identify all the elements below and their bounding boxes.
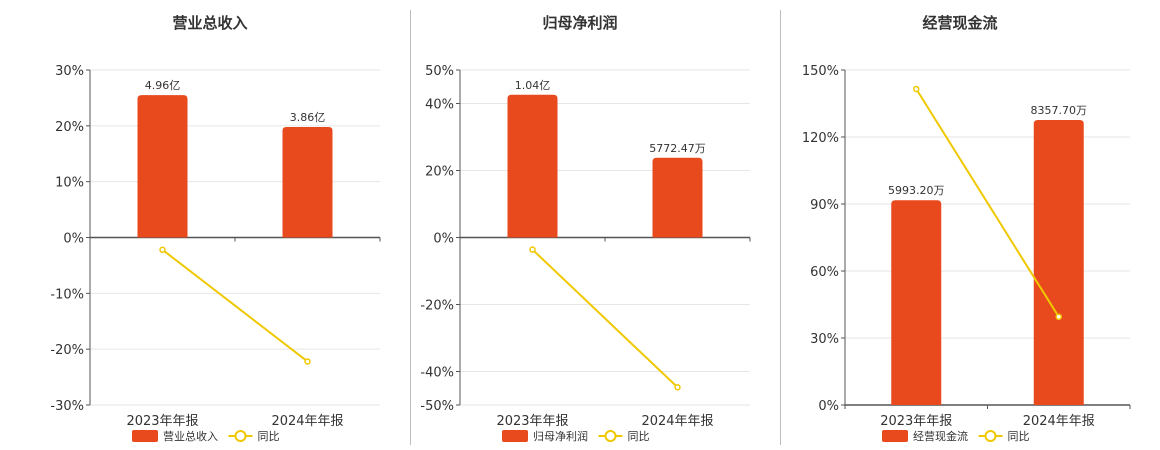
y-tick-label: -20% bbox=[50, 343, 84, 358]
yoy-point bbox=[674, 383, 681, 391]
chart-title: 归母净利润 bbox=[542, 14, 617, 32]
y-tick-label: -10% bbox=[50, 287, 84, 302]
yoy-line bbox=[915, 88, 1060, 318]
revenue-chart: 营业总收入 30% 20% 10% 0% -10% -20% -30% 4.96亿 3.86亿 20… bbox=[50, 14, 381, 443]
bar-data-label: 3.86亿 bbox=[290, 111, 326, 124]
y-tick-label: 50% bbox=[425, 64, 454, 79]
bar-data-label: 1.04亿 bbox=[515, 79, 551, 92]
y-tick-label: 0% bbox=[433, 232, 454, 247]
yoy-point bbox=[159, 246, 166, 254]
yoy-point bbox=[529, 246, 536, 253]
y-tick-label: -40% bbox=[420, 366, 454, 381]
legend-bar-swatch bbox=[132, 430, 158, 442]
y-tick-label: 20% bbox=[425, 165, 454, 180]
yoy-line bbox=[531, 248, 679, 388]
legend-line-marker bbox=[234, 430, 247, 442]
bar-data-label: 4.96亿 bbox=[145, 79, 181, 92]
y-tick-label: 40% bbox=[425, 98, 454, 113]
legend-bar-label: 经营现金流 bbox=[913, 429, 968, 443]
bar bbox=[507, 94, 558, 238]
y-tick-label: 120% bbox=[802, 131, 839, 146]
chart-title: 经营现金流 bbox=[922, 14, 997, 32]
x-category-label: 2024年年报 bbox=[271, 414, 343, 429]
chart-panel-revenue: 营业总收入 30% 20% 10% 0% -10% -20% -30% 4.96亿 3.86亿 20… bbox=[0, 0, 410, 450]
x-category-label: 2023年年报 bbox=[496, 414, 568, 429]
y-tick-label: 30% bbox=[810, 332, 839, 347]
bar-data-label: 8357.70万 bbox=[1031, 104, 1088, 117]
chart-title: 营业总收入 bbox=[172, 14, 247, 32]
net-profit-chart: 归母净利润 50% 40% 20% 0% -20% -40% -50% 1.04亿 5772.47… bbox=[420, 14, 751, 443]
bar bbox=[137, 95, 188, 238]
y-tick-label: 30% bbox=[55, 64, 84, 79]
legend-line-label: 同比 bbox=[258, 430, 280, 443]
y-tick-label: 0% bbox=[818, 399, 839, 414]
y-tick-label: 20% bbox=[55, 120, 84, 135]
x-category-label: 2023年年报 bbox=[880, 414, 952, 429]
divider-2 bbox=[780, 10, 781, 445]
bar-data-label: 5993.20万 bbox=[888, 184, 945, 197]
bar bbox=[282, 126, 333, 238]
bar bbox=[891, 200, 942, 405]
chart-panel-cash-flow: 经营现金流 150% 120% 90% 60% 30% 0% 5993.20万 8357.70万… bbox=[780, 0, 1160, 450]
legend-bar-swatch bbox=[502, 430, 528, 442]
y-tick-label: 150% bbox=[802, 64, 839, 79]
bar bbox=[652, 157, 703, 238]
legend-line-label: 同比 bbox=[628, 430, 650, 443]
y-tick-label: -30% bbox=[50, 399, 84, 414]
legend-bar-swatch bbox=[882, 430, 908, 442]
y-tick-label: 0% bbox=[63, 232, 84, 247]
legend-bar-label: 营业总收入 bbox=[163, 429, 218, 443]
chart-panel-net-profit: 归母净利润 50% 40% 20% 0% -20% -40% -50% 1.04亿 5772.47… bbox=[370, 0, 780, 450]
x-category-label: 2023年年报 bbox=[126, 414, 198, 429]
yoy-point bbox=[913, 85, 920, 93]
cash-flow-chart: 经营现金流 150% 120% 90% 60% 30% 0% 5993.20万 8357.70万… bbox=[802, 14, 1131, 443]
legend-line-label: 同比 bbox=[1008, 430, 1030, 443]
yoy-point bbox=[304, 358, 311, 365]
legend-bar-label: 归母净利润 bbox=[533, 429, 588, 443]
bar-data-label: 5772.47万 bbox=[649, 142, 706, 155]
y-tick-label: 10% bbox=[55, 176, 84, 191]
y-tick-label: 60% bbox=[810, 265, 839, 280]
x-category-label: 2024年年报 bbox=[641, 414, 713, 429]
yoy-line bbox=[161, 248, 309, 363]
y-tick-label: -50% bbox=[420, 399, 454, 414]
divider-1 bbox=[410, 10, 411, 445]
x-category-label: 2024年年报 bbox=[1023, 414, 1095, 429]
y-tick-label: 90% bbox=[810, 198, 839, 213]
legend-line-marker bbox=[984, 430, 997, 442]
legend-line-marker bbox=[604, 430, 617, 442]
y-tick-label: -20% bbox=[420, 299, 454, 314]
yoy-point bbox=[1055, 313, 1062, 321]
bar bbox=[1033, 120, 1084, 405]
